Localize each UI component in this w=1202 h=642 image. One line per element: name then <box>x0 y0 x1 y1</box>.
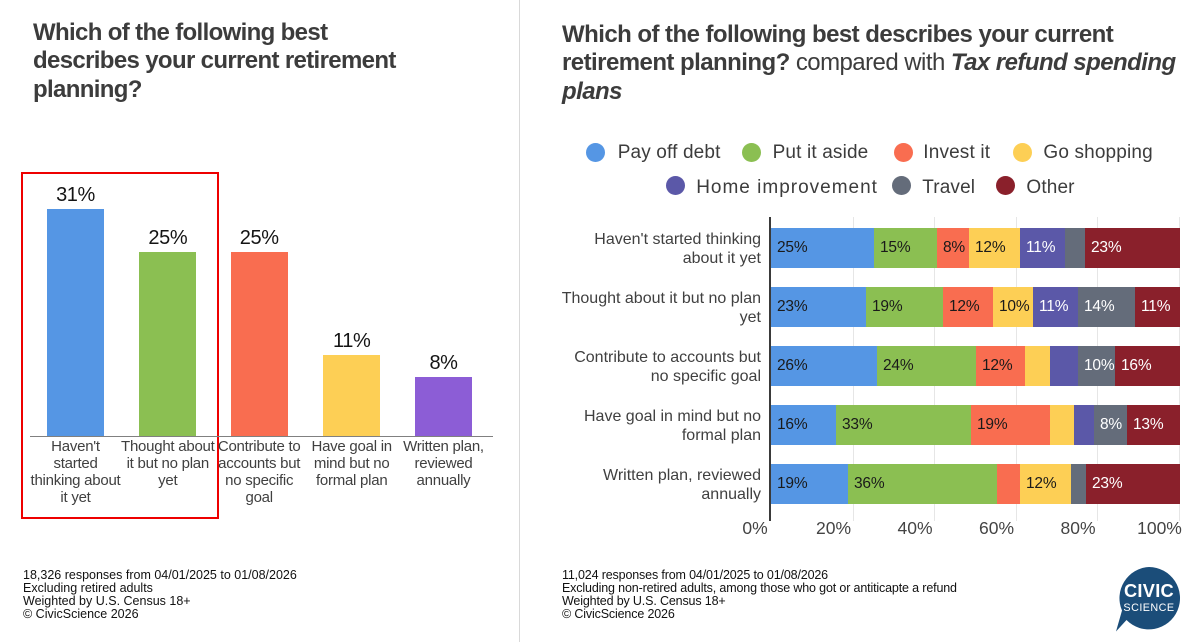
svg-text:SCIENCE: SCIENCE <box>1123 602 1174 614</box>
svg-text:CIVIC: CIVIC <box>1124 581 1174 601</box>
